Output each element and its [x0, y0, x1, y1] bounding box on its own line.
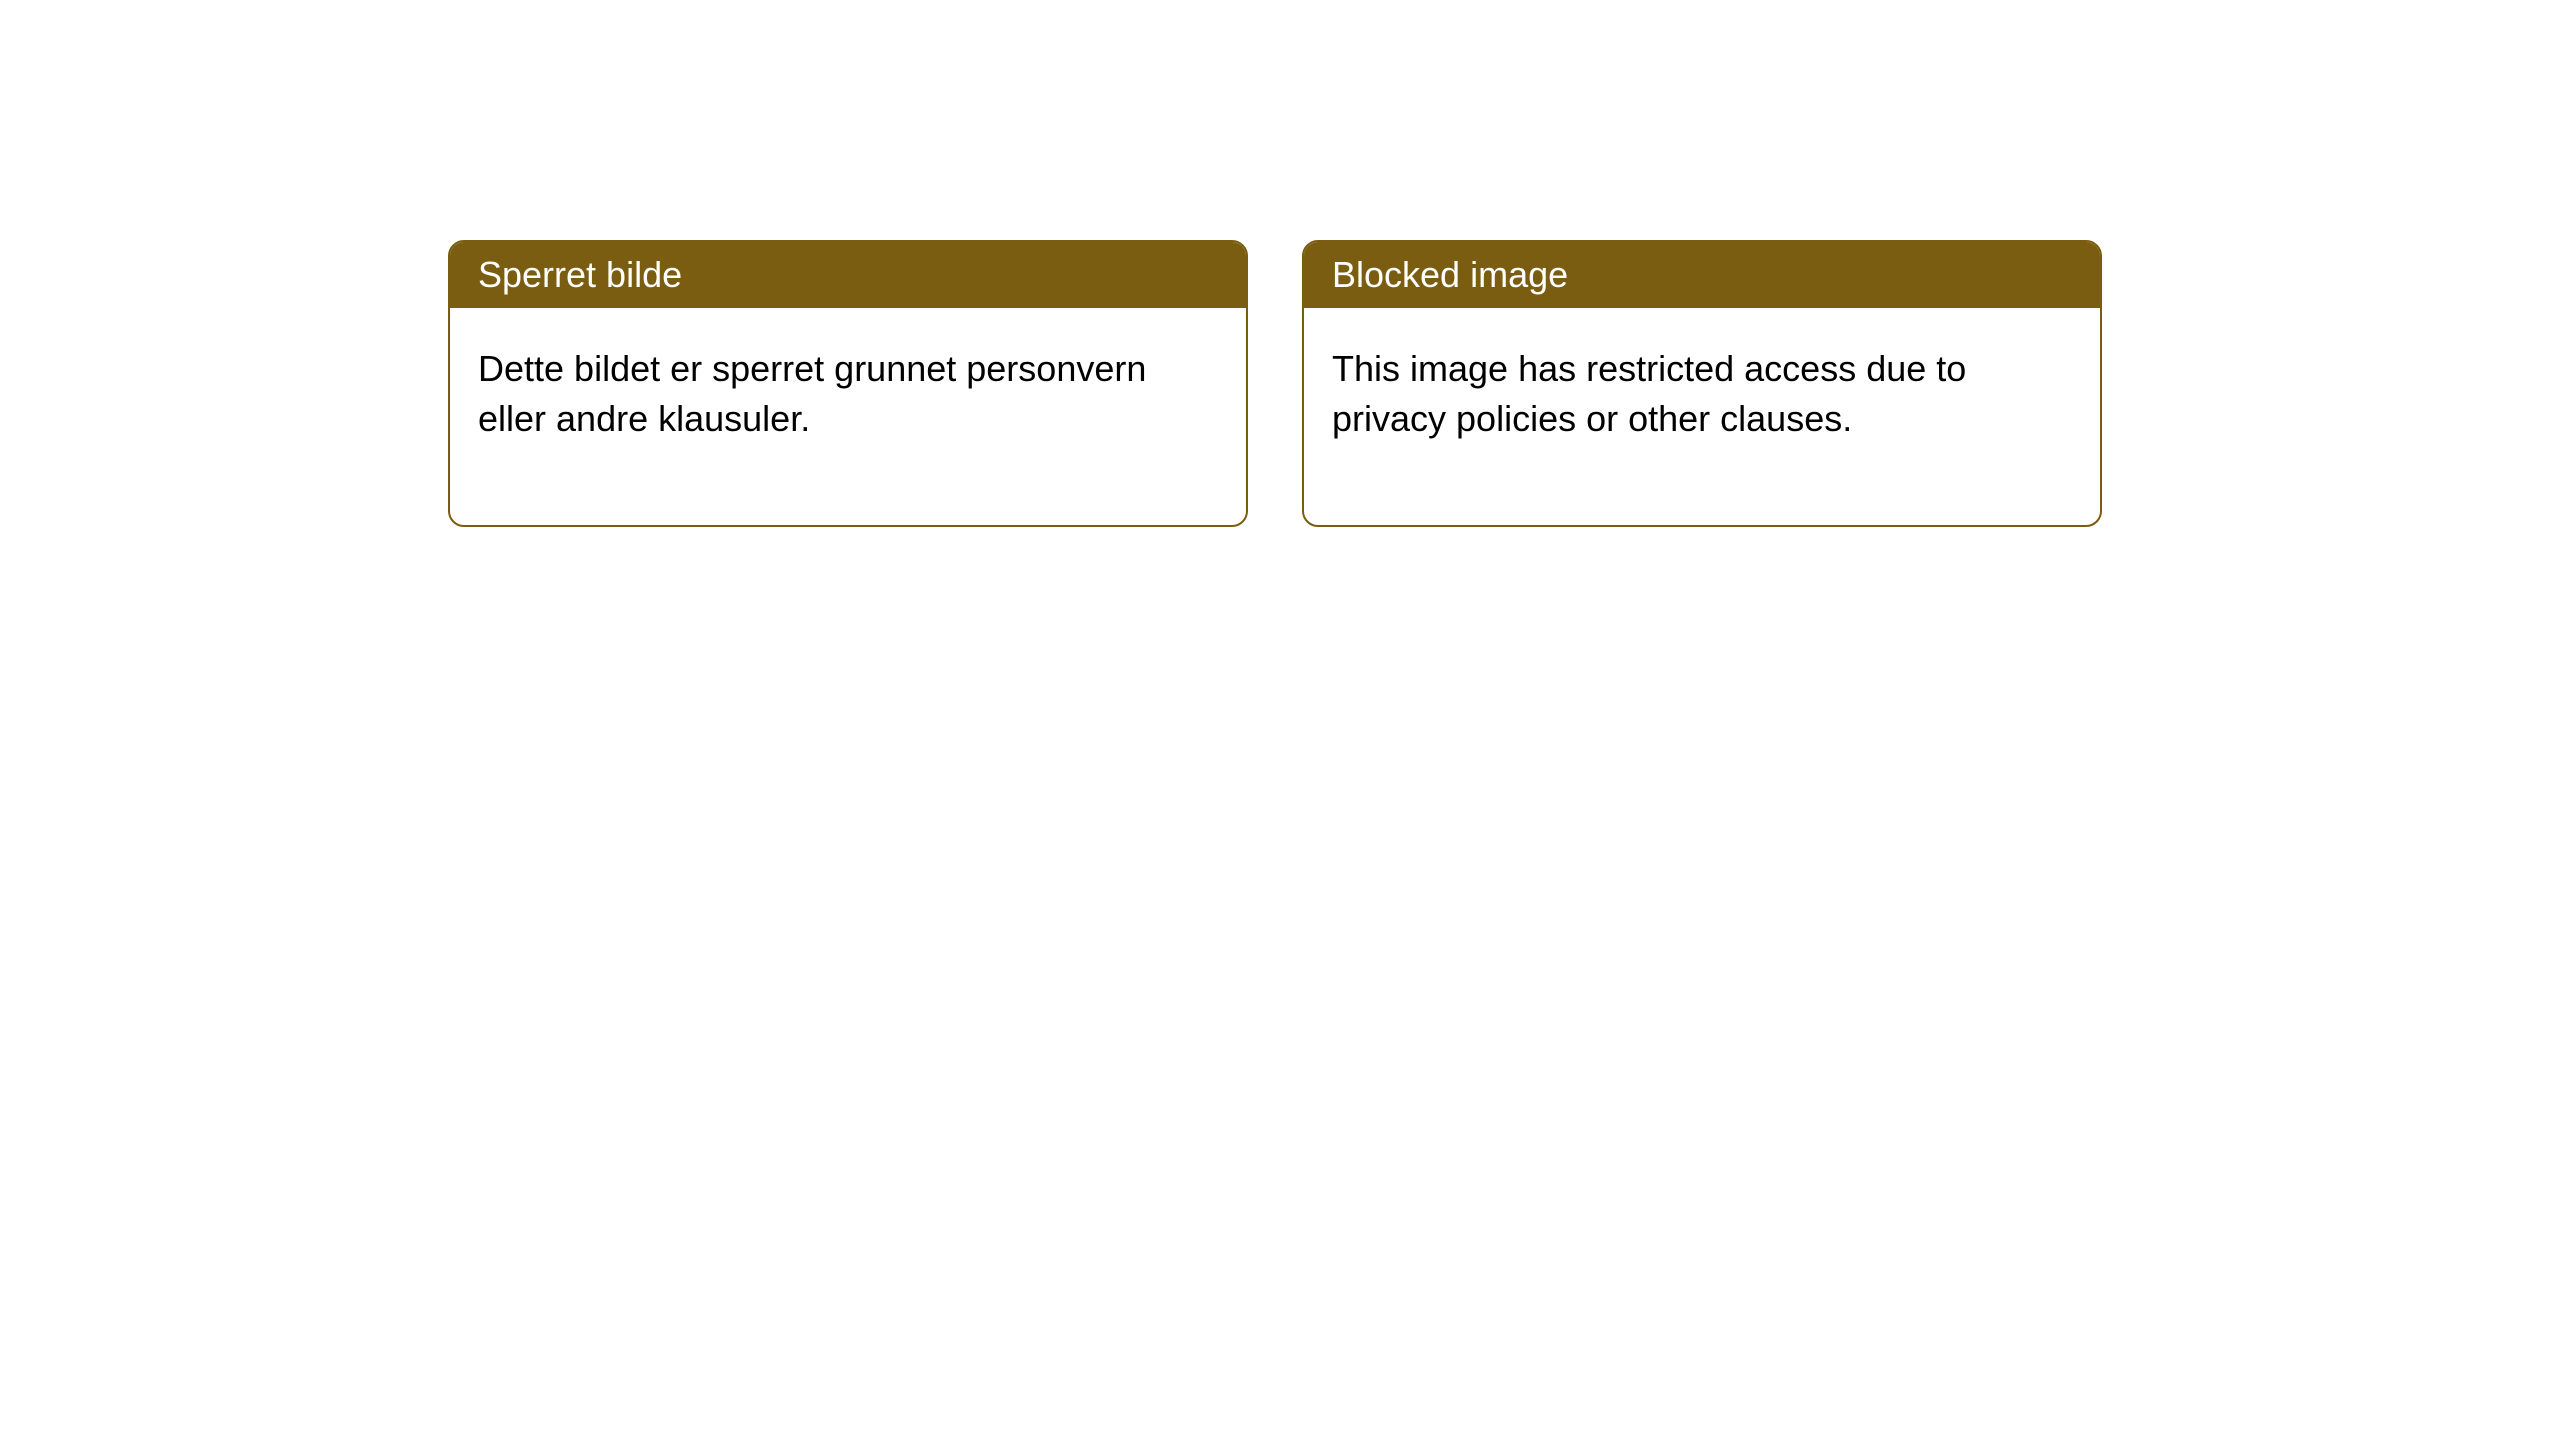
card-text-english: This image has restricted access due to …: [1332, 348, 1966, 439]
card-header-norwegian: Sperret bilde: [450, 242, 1246, 308]
notice-card-norwegian: Sperret bilde Dette bildet er sperret gr…: [448, 240, 1248, 527]
card-title-english: Blocked image: [1332, 254, 1568, 295]
notice-card-english: Blocked image This image has restricted …: [1302, 240, 2102, 527]
card-header-english: Blocked image: [1304, 242, 2100, 308]
card-body-english: This image has restricted access due to …: [1304, 308, 2100, 525]
card-title-norwegian: Sperret bilde: [478, 254, 682, 295]
card-text-norwegian: Dette bildet er sperret grunnet personve…: [478, 348, 1146, 439]
notice-container: Sperret bilde Dette bildet er sperret gr…: [0, 0, 2560, 527]
card-body-norwegian: Dette bildet er sperret grunnet personve…: [450, 308, 1246, 525]
